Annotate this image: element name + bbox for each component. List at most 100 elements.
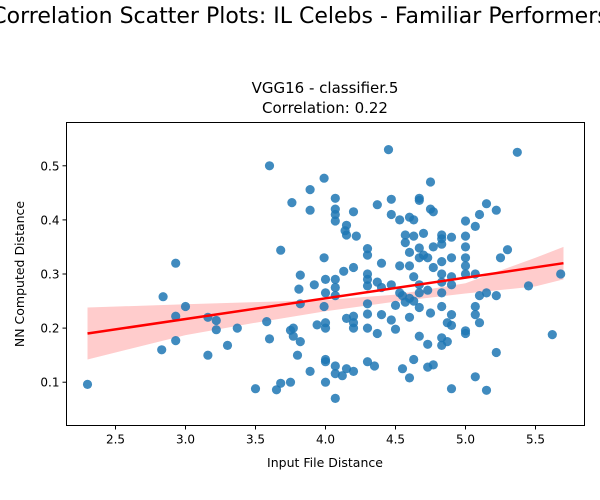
regression-line [87, 261, 564, 335]
scatter-point-69 [362, 244, 373, 254]
scatter-point-76 [362, 323, 373, 333]
scatter-point-145 [446, 253, 457, 263]
scatter-point-63 [348, 262, 359, 273]
scatter-point-172 [491, 347, 501, 358]
scatter-point-54 [330, 393, 340, 403]
x-tick-label-6: 5.5 [526, 433, 545, 447]
scatter-point-10 [211, 325, 221, 335]
scatter-point-64 [348, 311, 359, 321]
scatter-point-55 [337, 371, 347, 381]
x-tick-label-2: 3.5 [246, 433, 265, 447]
scatter-point-116 [414, 288, 424, 298]
scatter-point-4 [171, 311, 181, 321]
scatter-point-3 [171, 258, 181, 268]
scatter-point-22 [287, 198, 297, 208]
x-tick-label-4: 4.5 [386, 433, 405, 447]
scatter-point-39 [320, 377, 331, 387]
scatter-point-41 [320, 357, 331, 367]
scatter-point-81 [372, 328, 382, 339]
scatter-point-143 [442, 337, 452, 347]
y-tick-label-4: 0.5 [40, 159, 59, 173]
scatter-point-1 [157, 345, 167, 355]
x-tick-label-5: 5.0 [456, 433, 475, 447]
scatter-point-72 [362, 274, 373, 284]
scatter-point-175 [512, 147, 522, 157]
scatter-point-134 [437, 239, 447, 249]
scatter-point-91 [390, 300, 401, 310]
scatter-point-163 [470, 372, 480, 382]
chart-subtitle: Correlation: 0.22 [262, 99, 388, 117]
scatter-point-92 [395, 215, 405, 225]
scatter-point-44 [320, 274, 331, 284]
scatter-point-21 [285, 377, 296, 387]
scatter-point-159 [470, 221, 480, 231]
scatter-point-166 [474, 318, 485, 328]
scatter-point-18 [276, 245, 286, 255]
scatter-point-151 [460, 216, 471, 226]
scatter-point-96 [397, 364, 408, 374]
scatter-point-147 [446, 280, 457, 290]
scatter-point-129 [428, 242, 438, 252]
scatter-point-61 [341, 364, 352, 374]
scatter-point-66 [348, 323, 359, 333]
scatter-point-154 [460, 253, 471, 263]
scatter-point-87 [386, 209, 396, 220]
scatter-point-53 [330, 369, 340, 379]
scatter-point-125 [425, 177, 436, 187]
scatter-point-93 [395, 261, 405, 271]
scatter-point-121 [423, 253, 433, 263]
scatter-point-85 [383, 145, 394, 155]
scatter-point-98 [400, 238, 410, 248]
scatter-point-45 [330, 193, 340, 203]
scatter-point-173 [495, 253, 506, 263]
scatter-point-37 [319, 301, 329, 312]
scatter-point-74 [362, 299, 373, 309]
scatter-point-106 [409, 215, 419, 225]
scatter-point-113 [414, 243, 424, 253]
scatter-point-149 [446, 320, 457, 330]
scatter-point-177 [547, 330, 557, 340]
x-axis-label: Input File Distance [267, 455, 383, 470]
scatter-point-31 [305, 205, 315, 215]
scatter-point-165 [474, 291, 485, 301]
x-tick-label-0: 2.5 [106, 433, 125, 447]
scatter-point-27 [295, 337, 305, 347]
scatter-point-30 [305, 185, 315, 195]
scatter-point-176 [523, 281, 534, 291]
scatter-point-0 [82, 379, 93, 389]
scatter-point-148 [446, 310, 457, 320]
scatter-point-48 [330, 216, 340, 226]
scatter-point-24 [288, 331, 298, 341]
scatter-point-43 [320, 318, 331, 328]
scatter-point-34 [312, 320, 322, 330]
scatter-point-29 [294, 284, 304, 294]
scatter-point-101 [404, 247, 415, 257]
regression-layer [87, 261, 564, 335]
scatter-point-127 [425, 308, 436, 318]
scatter-point-59 [341, 230, 352, 240]
scatter-point-86 [386, 194, 396, 204]
scatter-point-13 [250, 384, 261, 394]
scatter-point-36 [319, 253, 329, 263]
scatter-point-25 [292, 350, 303, 360]
scatter-point-52 [330, 361, 340, 371]
scatter-point-73 [362, 281, 373, 291]
scatter-point-16 [264, 334, 275, 344]
scatter-point-49 [330, 274, 340, 284]
scatter-point-78 [369, 361, 380, 371]
scatter-point-17 [271, 385, 282, 395]
scatter-point-109 [409, 296, 419, 306]
scatter-point-5 [171, 336, 181, 346]
scatter-point-104 [404, 312, 415, 322]
scatter-point-167 [481, 199, 492, 209]
scatter-point-14 [262, 317, 272, 327]
scatter-point-170 [491, 205, 501, 215]
scatter-point-47 [330, 209, 340, 220]
scatter-point-15 [264, 161, 275, 171]
scatter-point-2 [158, 292, 168, 302]
scatter-point-75 [362, 309, 373, 319]
scatter-point-130 [428, 262, 438, 273]
scatter-point-152 [460, 231, 471, 241]
scatter-point-164 [474, 209, 485, 220]
